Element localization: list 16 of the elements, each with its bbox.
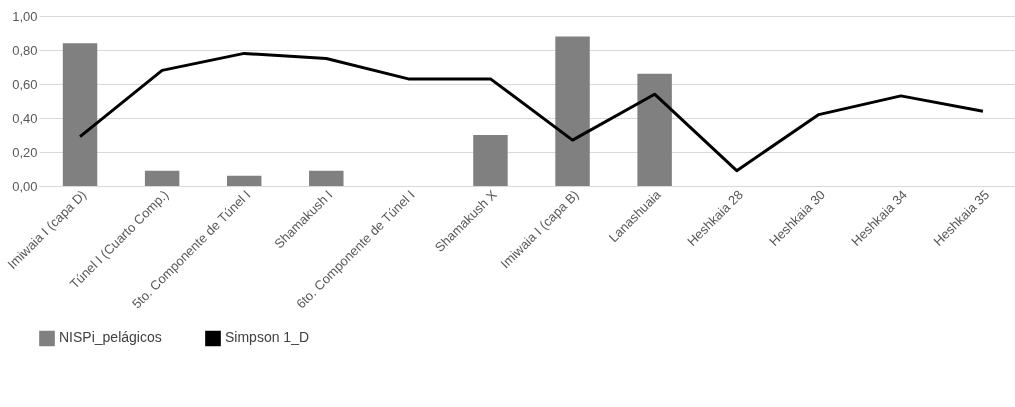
y-tick-label: 0,00 bbox=[12, 178, 38, 194]
y-tick-label: 0,80 bbox=[12, 42, 38, 58]
bar bbox=[144, 170, 180, 186]
legend-label: NISPi_pelágicos bbox=[59, 329, 162, 346]
y-tick-label: 0,60 bbox=[12, 76, 38, 92]
line-series bbox=[78, 51, 985, 173]
bar bbox=[309, 170, 344, 186]
y-tick-label: 0,40 bbox=[12, 110, 38, 126]
bar bbox=[637, 73, 672, 186]
legend-label: Simpson 1_D bbox=[225, 329, 310, 346]
bar bbox=[62, 43, 98, 186]
y-tick-label: 1,00 bbox=[12, 8, 38, 24]
bar bbox=[555, 36, 590, 186]
bar bbox=[473, 135, 508, 186]
bar bbox=[226, 175, 262, 186]
y-tick-label: 0,20 bbox=[12, 144, 38, 160]
